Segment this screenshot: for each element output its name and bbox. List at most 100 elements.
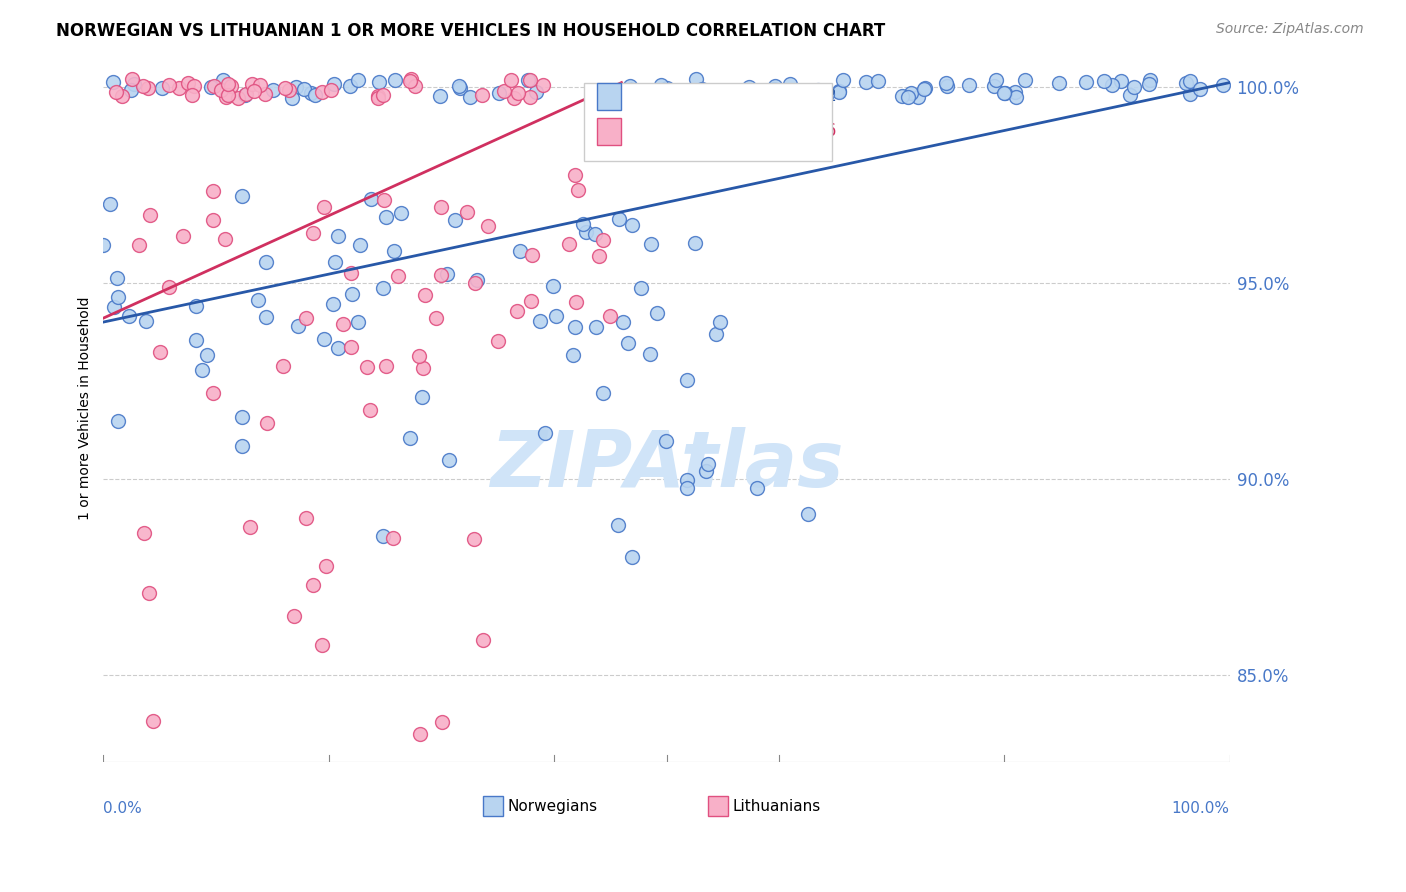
- Point: [957, 78, 980, 92]
- Point: [447, 79, 470, 94]
- Text: Source: ZipAtlas.com: Source: ZipAtlas.com: [1216, 22, 1364, 37]
- Point: [588, 249, 610, 263]
- Point: [607, 518, 630, 533]
- Point: [654, 434, 676, 449]
- Point: [409, 727, 432, 741]
- Point: [226, 90, 249, 104]
- Point: [201, 386, 224, 401]
- Point: [311, 85, 333, 99]
- Point: [630, 281, 652, 295]
- Point: [914, 81, 936, 95]
- Point: [501, 73, 523, 87]
- Point: [763, 78, 786, 93]
- Point: [650, 78, 672, 92]
- Point: [254, 255, 277, 269]
- Point: [640, 346, 662, 360]
- Point: [464, 277, 486, 291]
- Text: ZIPAtlas: ZIPAtlas: [489, 427, 844, 503]
- Point: [612, 315, 634, 329]
- Point: [534, 425, 557, 440]
- Point: [522, 248, 544, 262]
- Point: [585, 319, 607, 334]
- Point: [382, 531, 405, 545]
- Point: [138, 586, 160, 600]
- Point: [387, 269, 409, 284]
- Point: [231, 189, 253, 203]
- Point: [645, 306, 668, 320]
- Point: [655, 81, 678, 95]
- Point: [564, 168, 586, 182]
- Point: [562, 348, 585, 362]
- Point: [1047, 76, 1070, 90]
- Point: [986, 72, 1008, 87]
- Point: [558, 236, 581, 251]
- Point: [231, 409, 253, 424]
- Point: [733, 84, 755, 98]
- Point: [384, 73, 406, 87]
- Point: [322, 77, 344, 91]
- Point: [488, 86, 510, 100]
- Text: 0.0%: 0.0%: [104, 800, 142, 815]
- Point: [375, 359, 398, 373]
- Point: [262, 83, 284, 97]
- Point: [212, 72, 235, 87]
- Point: [375, 210, 398, 224]
- Point: [797, 507, 820, 521]
- Point: [98, 196, 121, 211]
- Point: [1123, 79, 1146, 94]
- Point: [430, 268, 453, 282]
- Point: [831, 73, 853, 87]
- Point: [101, 74, 124, 88]
- Text: NORWEGIAN VS LITHUANIAN 1 OR MORE VEHICLES IN HOUSEHOLD CORRELATION CHART: NORWEGIAN VS LITHUANIAN 1 OR MORE VEHICL…: [56, 22, 886, 40]
- Point: [157, 78, 180, 92]
- Point: [695, 464, 717, 478]
- Point: [373, 194, 395, 208]
- Point: [519, 73, 541, 87]
- Point: [191, 362, 214, 376]
- Point: [283, 609, 305, 624]
- Point: [346, 73, 368, 87]
- Point: [575, 225, 598, 239]
- Point: [254, 87, 277, 101]
- Point: [467, 273, 489, 287]
- Point: [299, 87, 322, 101]
- Point: [704, 327, 727, 342]
- Point: [472, 633, 495, 648]
- Point: [592, 233, 614, 247]
- Point: [1101, 78, 1123, 92]
- Point: [477, 219, 499, 233]
- Point: [389, 206, 412, 220]
- Point: [371, 281, 394, 295]
- Point: [281, 91, 304, 105]
- Point: [855, 74, 877, 88]
- Point: [356, 360, 378, 375]
- Point: [200, 80, 222, 95]
- Point: [150, 81, 173, 95]
- Point: [1212, 78, 1234, 92]
- Point: [934, 76, 956, 90]
- Point: [254, 310, 277, 325]
- Text: Norwegians: Norwegians: [508, 798, 598, 814]
- Point: [180, 88, 202, 103]
- Point: [399, 74, 422, 88]
- Point: [412, 360, 434, 375]
- Point: [408, 349, 430, 363]
- Point: [486, 334, 509, 348]
- Point: [912, 81, 935, 95]
- Point: [815, 87, 838, 102]
- Point: [659, 87, 682, 102]
- Point: [494, 85, 516, 99]
- Point: [135, 313, 157, 327]
- Point: [458, 89, 481, 103]
- Point: [233, 87, 256, 102]
- Point: [235, 87, 257, 102]
- Point: [731, 84, 754, 98]
- Point: [122, 78, 145, 92]
- Point: [195, 348, 218, 362]
- Point: [103, 301, 125, 315]
- Point: [202, 213, 225, 227]
- Point: [690, 82, 713, 96]
- Point: [302, 226, 325, 240]
- Point: [382, 244, 405, 258]
- Point: [311, 638, 333, 652]
